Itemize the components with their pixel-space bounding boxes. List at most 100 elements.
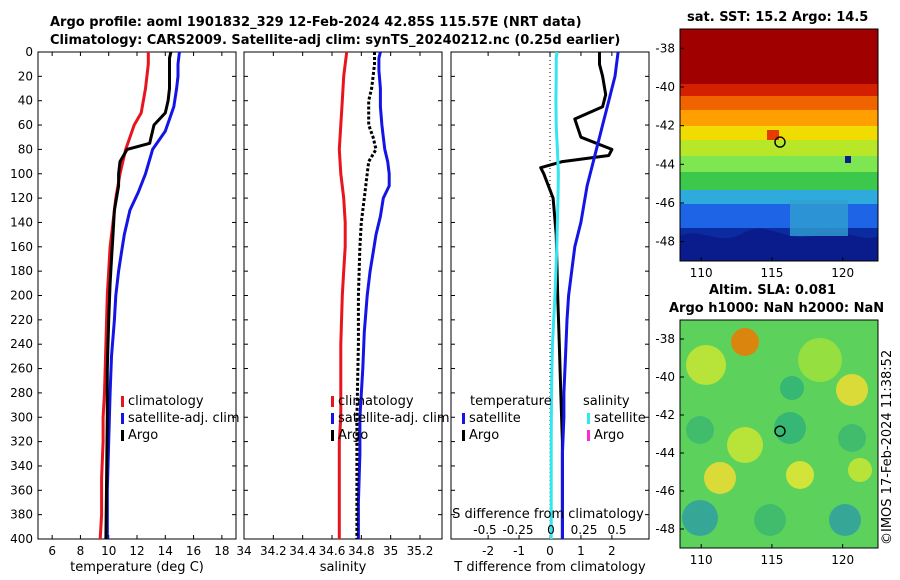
diff-legend-salinity-label: Argo [594, 428, 624, 443]
y-tick-label: 400 [10, 532, 33, 546]
sst-band [680, 84, 878, 96]
y-tick-label: 140 [10, 215, 33, 229]
y-tick-label: 260 [10, 362, 33, 376]
sst-map-x-tick-label: 110 [690, 266, 713, 280]
sst-map-y-tick-label: -42 [655, 119, 675, 133]
s-tick-label: 0.25 [571, 523, 598, 537]
diff-legend-temperature-label: satellite [469, 411, 521, 426]
y-tick-label: 380 [10, 508, 33, 522]
x-tick-label: 35.2 [407, 544, 434, 558]
sla-map-body [680, 320, 878, 548]
salinity-argo-line [355, 52, 378, 539]
sla-map-y-tick-label: -46 [655, 484, 675, 498]
diff-legend-temperature-header: temperature [470, 394, 552, 409]
y-tick-label: 80 [18, 142, 33, 156]
sst-map-y-tick-label: -40 [655, 80, 675, 94]
sla-map-title-line-1: Altim. SLA: 0.081 [709, 283, 836, 298]
sst-band [680, 110, 878, 126]
x-tick-label: 2 [608, 544, 616, 558]
x-tick-label: 12 [129, 544, 144, 558]
temperature-legend-swatch [121, 430, 124, 441]
sla-blob [731, 328, 759, 356]
salinity-legend-label: climatology [338, 394, 414, 409]
x-tick-label: 34.6 [319, 544, 346, 558]
sst-map-x-tick-label: 120 [831, 266, 854, 280]
salinity-legend-swatch [331, 413, 334, 424]
plot-frame-0 [37, 51, 237, 540]
sst-eddy-deep [680, 228, 878, 261]
temperature-legend-label: Argo [128, 428, 158, 443]
x-tick-label: -2 [482, 544, 494, 558]
sst-map-x-tick-label: 115 [760, 266, 783, 280]
x-axis-label: temperature (deg C) [70, 560, 204, 575]
y-tick-label: 120 [10, 191, 33, 205]
sla-blob [704, 462, 736, 494]
sst-band [680, 96, 878, 110]
sst-map-title: sat. SST: 15.2 Argo: 14.5 [687, 10, 869, 25]
sla-blob [836, 374, 868, 406]
salinity-legend-label: Argo [338, 428, 368, 443]
sla-map-y-tick-label: -38 [655, 332, 675, 346]
temperature-satellite-line [105, 51, 181, 539]
x-tick-label: 1 [577, 544, 585, 558]
sla-map-x-tick-label: 110 [690, 553, 713, 567]
y-tick-label: 160 [10, 240, 33, 254]
sst-band [680, 190, 878, 204]
sst-map-argo-marker [774, 136, 786, 148]
sla-blob [780, 376, 804, 400]
y-tick-label: 100 [10, 167, 33, 181]
y-tick-label: 60 [18, 118, 33, 132]
x-axis-label: T difference from climatology [453, 560, 646, 575]
diff-legend-temperature-swatch [462, 413, 465, 424]
sst-band [680, 140, 878, 156]
sla-blob [786, 461, 814, 489]
diff-legend-salinity-label: satellite [594, 411, 646, 426]
sst-map-y-tick-label: -46 [655, 196, 675, 210]
y-tick-label: 180 [10, 264, 33, 278]
sst-map-y-tick-label: -48 [655, 235, 675, 249]
x-tick-label: 14 [158, 544, 173, 558]
y-tick-label: 220 [10, 313, 33, 327]
diff-legend-salinity-header: salinity [583, 394, 630, 409]
sla-blob [838, 424, 866, 452]
sla-blob [682, 500, 718, 536]
y-tick-label: 40 [18, 94, 33, 108]
sla-blob [848, 458, 872, 482]
sla-map-frame [679, 319, 879, 549]
x-tick-label: 34.8 [348, 544, 375, 558]
sla-map-x-tick-label: 120 [831, 553, 854, 567]
x-tick-label: 0 [546, 544, 554, 558]
s-tick-label: 0 [547, 523, 555, 537]
x-tick-label: 16 [186, 544, 201, 558]
temperature-legend-label: climatology [128, 394, 204, 409]
sst-map-y-tick-label: -38 [655, 41, 675, 55]
sla-blob [798, 338, 842, 382]
sst-map-y-tick-label: -44 [655, 157, 675, 171]
x-tick-label: -1 [513, 544, 525, 558]
y-tick-label: 340 [10, 459, 33, 473]
sst-cold-spot [845, 156, 851, 163]
y-tick-label: 20 [18, 69, 33, 83]
sst-cyan-patch [790, 200, 848, 236]
x-tick-label: 35 [383, 544, 398, 558]
diff-t-satellite-line [560, 51, 620, 539]
temperature-legend-label: satellite-adj. clim [128, 411, 240, 426]
diff-s-satellite-line [549, 51, 560, 539]
y-tick-label: 320 [10, 435, 33, 449]
sst-band [680, 156, 878, 172]
sst-warm-spot [767, 130, 779, 140]
salinity-satellite-line [356, 51, 391, 539]
salinity-legend-swatch [331, 430, 334, 441]
s-tick-label: 0.5 [607, 523, 626, 537]
sst-map-frame [679, 28, 879, 262]
x-tick-label: 34.2 [260, 544, 287, 558]
temperature-legend-swatch [121, 413, 124, 424]
sla-blob [686, 345, 726, 385]
salinity-legend-label: satellite-adj. clim [338, 411, 450, 426]
diff-legend-temperature-swatch [462, 430, 465, 441]
sla-blob [754, 504, 786, 536]
x-axis-label: salinity [320, 560, 367, 575]
diff-t-argo-line [539, 52, 614, 539]
temperature-argo-line [104, 51, 173, 540]
